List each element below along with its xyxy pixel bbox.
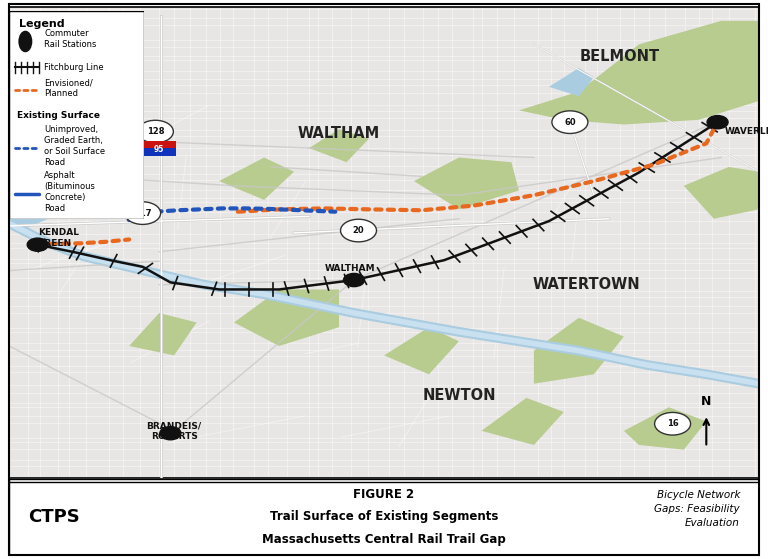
Text: Existing Surface: Existing Surface [17,111,101,120]
Circle shape [343,273,365,287]
Text: FIGURE 2: FIGURE 2 [353,487,415,501]
Text: WESTON: WESTON [15,162,86,177]
Text: 95: 95 [154,145,164,154]
Text: Trail Surface of Existing Segments: Trail Surface of Existing Segments [270,510,498,523]
Text: Commuter
Rail Stations: Commuter Rail Stations [44,30,97,49]
Text: Bicycle Network
Gaps: Feasibility
Evaluation: Bicycle Network Gaps: Feasibility Evalua… [654,490,740,528]
Text: WAVERLEY: WAVERLEY [725,127,768,136]
Text: Asphalt
(Bituminous
Concrete)
Road: Asphalt (Bituminous Concrete) Road [44,170,95,213]
FancyBboxPatch shape [9,479,759,555]
Polygon shape [129,313,197,356]
Polygon shape [384,327,459,375]
Circle shape [340,219,376,242]
Text: NEWTON: NEWTON [422,388,495,403]
Circle shape [160,427,181,440]
Circle shape [654,413,690,435]
Polygon shape [309,129,369,162]
Polygon shape [17,44,114,101]
Text: Unimproved,
Graded Earth,
or Soil Surface
Road: Unimproved, Graded Earth, or Soil Surfac… [44,125,105,167]
Text: BELMONT: BELMONT [580,49,660,64]
Circle shape [18,31,32,53]
Polygon shape [519,21,759,125]
Polygon shape [482,398,564,445]
FancyBboxPatch shape [9,11,144,219]
Text: WALTHAM: WALTHAM [298,126,380,141]
Polygon shape [534,318,624,383]
Polygon shape [684,167,759,219]
Polygon shape [9,54,77,125]
Text: 20: 20 [353,226,364,235]
Polygon shape [9,181,55,228]
Text: Fitchburg Line: Fitchburg Line [44,63,104,72]
Text: WALTHAM: WALTHAM [325,263,376,273]
Polygon shape [624,408,707,449]
Text: BRANDEIS/
ROBERTS: BRANDEIS/ ROBERTS [147,421,202,441]
Circle shape [707,116,728,129]
Text: 16: 16 [667,419,678,428]
Text: 60: 60 [564,117,576,127]
Text: CTPS: CTPS [28,508,80,526]
Circle shape [27,238,48,252]
Text: 117: 117 [134,209,151,217]
Polygon shape [234,290,339,346]
Text: N: N [701,395,711,408]
Text: Legend: Legend [18,18,65,29]
Bar [143,148,176,155]
Polygon shape [549,68,594,96]
Circle shape [124,202,161,224]
Circle shape [552,111,588,134]
Text: 128: 128 [147,127,164,136]
Text: WATERTOWN: WATERTOWN [532,277,641,292]
Bar [143,140,176,155]
Polygon shape [414,158,519,209]
Text: Envisioned/
Planned: Envisioned/ Planned [44,78,93,98]
Circle shape [137,120,174,143]
Polygon shape [219,158,294,200]
Text: KENDAL
GREEN: KENDAL GREEN [38,228,78,248]
Text: Massachusetts Central Rail Trail Gap: Massachusetts Central Rail Trail Gap [262,533,506,546]
